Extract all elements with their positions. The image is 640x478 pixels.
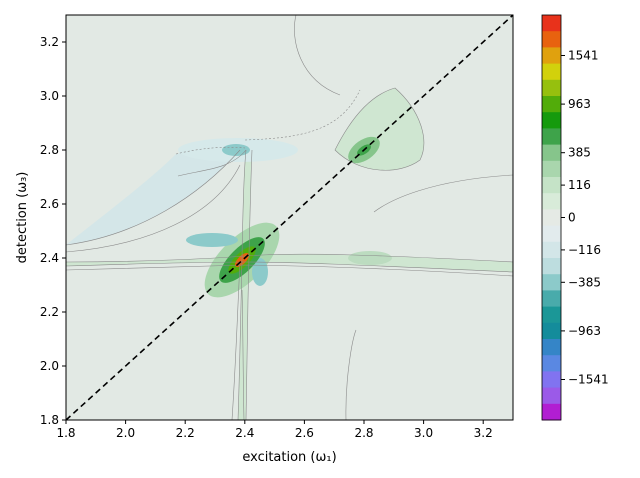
y-tick-label: 3.2 (40, 35, 59, 49)
y-tick-label: 2.4 (40, 251, 59, 265)
colorbar-band (542, 96, 561, 113)
colorbar-tick-label: −385 (568, 275, 601, 289)
colorbar-tick-label: 1541 (568, 49, 599, 63)
colorbar-band (542, 63, 561, 81)
x-tick-label: 2.6 (295, 426, 314, 440)
contour-field (66, 15, 513, 420)
y-tick-label: 2.8 (40, 143, 59, 157)
colorbar-band (542, 371, 561, 389)
y-axis: 1.8 2.0 2.2 2.4 2.6 2.8 3.0 3.2 (40, 35, 66, 427)
colorbar-tick-label: 116 (568, 178, 591, 192)
diagonal-reference-line (65, 14, 514, 421)
x-tick-label: 1.8 (56, 426, 75, 440)
plot-frame (65, 14, 514, 421)
colorbar-tick-label: 385 (568, 146, 591, 160)
colorbar: 1541 963 385 116 0 −116 −385 −963 −1541 (541, 14, 609, 421)
colorbar-band (542, 128, 561, 146)
colorbar-tick-label: −963 (568, 324, 601, 338)
colorbar-band (542, 387, 561, 405)
colorbar-tick-label: −116 (568, 243, 601, 257)
cross-peak-lower (348, 251, 392, 265)
colorbar-band (542, 225, 561, 243)
colorbar-band (542, 193, 561, 210)
colorbar-band (542, 79, 561, 97)
x-tick-label: 2.4 (235, 426, 254, 440)
y-tick-label: 3.0 (40, 89, 59, 103)
colorbar-band (542, 274, 561, 291)
colorbar-band (542, 31, 561, 48)
colorbar-tick-label: 0 (568, 211, 576, 225)
colorbar-band (542, 177, 561, 194)
x-tick-label: 3.2 (474, 426, 493, 440)
colorbar-band (542, 209, 561, 227)
y-tick-label: 1.8 (40, 413, 59, 427)
colorbar-tick-label: 963 (568, 97, 591, 111)
x-tick-label: 2.0 (116, 426, 135, 440)
x-tick-label: 3.0 (414, 426, 433, 440)
colorbar-band (542, 258, 561, 275)
colorbar-band (542, 355, 561, 372)
y-tick-label: 2.2 (40, 305, 59, 319)
contour-lines (66, 15, 513, 420)
x-tick-label: 2.2 (176, 426, 195, 440)
colorbar-band (542, 160, 561, 178)
positive-arm-horizontal (66, 254, 513, 272)
cyan-lobe-left (186, 233, 238, 247)
colorbar-band (542, 290, 561, 308)
y-tick-label: 2.6 (40, 197, 59, 211)
colorbar-band (542, 403, 561, 421)
y-axis-label: detection (ω₃) (15, 172, 30, 264)
colorbar-band (542, 47, 561, 65)
colorbar-tick-label: −1541 (568, 373, 609, 387)
x-axis-label: excitation (ω₁) (242, 450, 336, 465)
colorbar-band (542, 144, 561, 162)
x-tick-label: 2.8 (354, 426, 373, 440)
colorbar-band (542, 306, 561, 324)
colorbar-band (542, 241, 561, 259)
colorbar-band (542, 112, 561, 129)
colorbar-band (542, 15, 561, 32)
colorbar-band (542, 322, 561, 340)
y-tick-label: 2.0 (40, 359, 59, 373)
x-axis: 1.8 2.0 2.2 2.4 2.6 2.8 3.0 3.2 (56, 420, 493, 440)
colorbar-band (542, 339, 561, 356)
